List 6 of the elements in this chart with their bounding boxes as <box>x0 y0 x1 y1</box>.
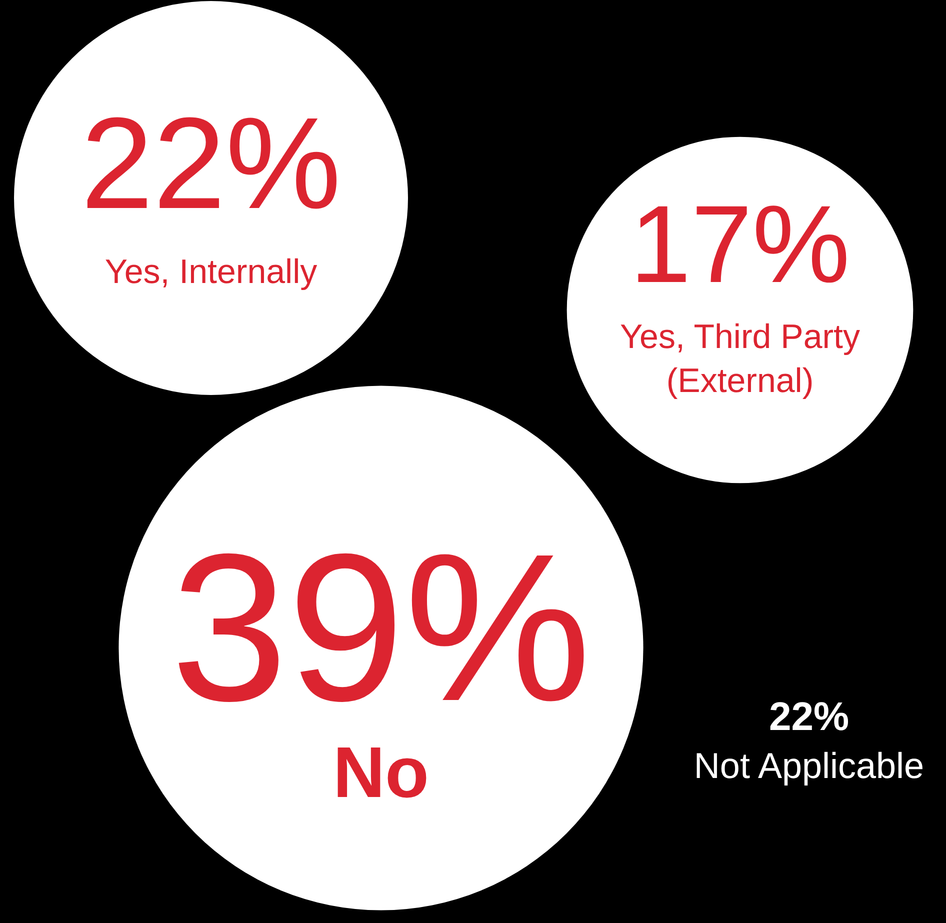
data-label: 22% <box>80 90 342 236</box>
data-label: 22% <box>768 695 850 739</box>
category-label: Not Applicable <box>694 745 924 786</box>
category-label: Yes, Third Party (External) <box>620 318 860 400</box>
category-label: Yes, Internally <box>104 253 318 291</box>
data-label: 17% <box>630 183 850 306</box>
